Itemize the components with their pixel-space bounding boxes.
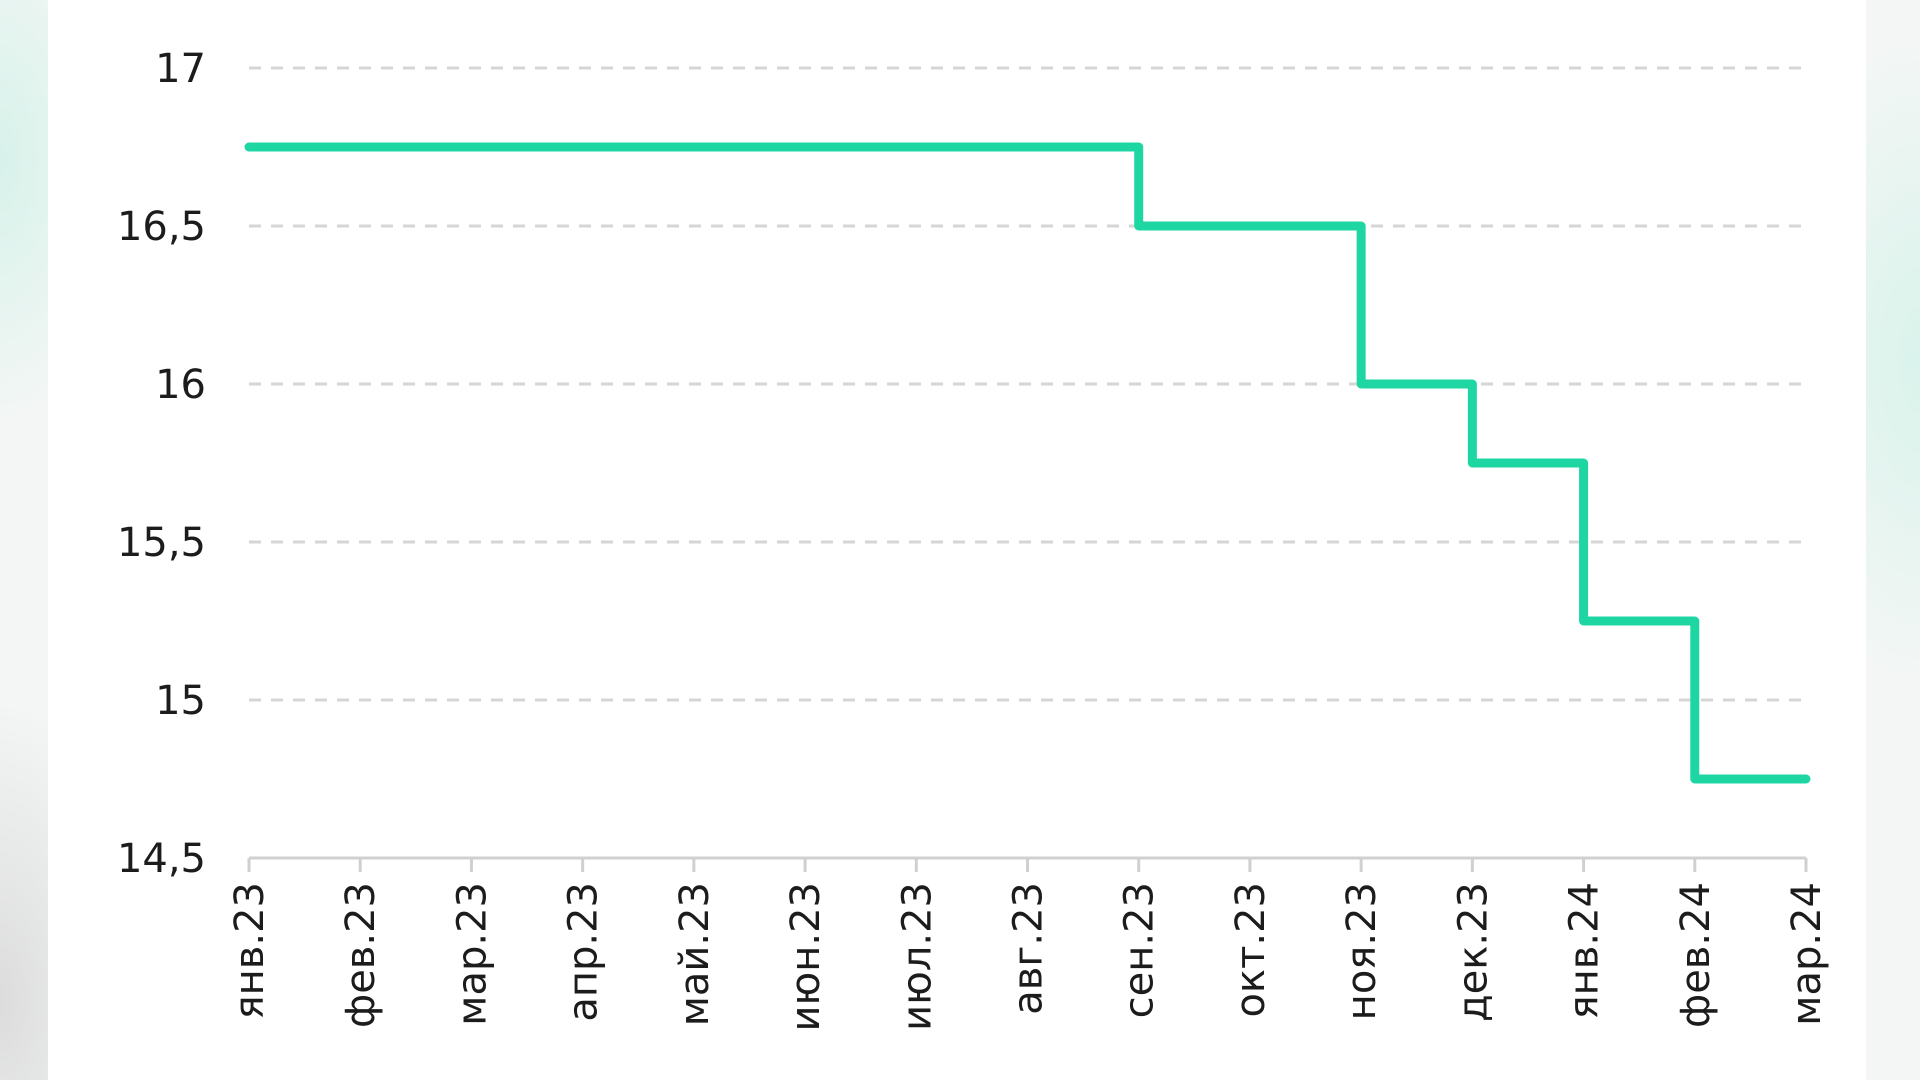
y-axis-tick-labels: 14,5 15 15,5 16 16,5 17 xyxy=(117,46,206,882)
x-tick-label: мар.23 xyxy=(449,882,495,1026)
x-tick-label: фев.24 xyxy=(1673,882,1719,1028)
x-tick-label: янв.24 xyxy=(1562,882,1608,1019)
x-tick-label: фев.23 xyxy=(338,882,384,1028)
x-tick-label: окт.23 xyxy=(1228,882,1274,1018)
x-tick-label: сен.23 xyxy=(1117,882,1163,1018)
gridlines xyxy=(249,66,1806,702)
x-tick-label: янв.23 xyxy=(227,882,273,1019)
x-axis-tick-labels: янв.23 фев.23 мар.23 апр.23 май.23 июн.23 июл.… xyxy=(227,882,1830,1031)
x-tick-label: авг.23 xyxy=(1006,882,1052,1015)
x-tick-label: июл.23 xyxy=(894,882,940,1031)
y-tick-label: 16 xyxy=(155,362,206,408)
chart-card xyxy=(48,0,1866,1080)
x-tick-label: май.23 xyxy=(672,882,718,1026)
x-tick-label: ноя.23 xyxy=(1339,882,1385,1020)
y-tick-label: 16,5 xyxy=(117,204,206,250)
series-line xyxy=(244,142,1811,784)
x-tick-label: апр.23 xyxy=(561,882,607,1022)
x-axis xyxy=(247,856,1808,872)
x-tick-label: дек.23 xyxy=(1450,882,1496,1022)
x-tick-label: июн.23 xyxy=(783,882,829,1031)
series-group xyxy=(244,142,1811,784)
y-tick-label: 15,5 xyxy=(117,520,206,566)
y-tick-label: 14,5 xyxy=(117,836,206,882)
x-tick-label: мар.24 xyxy=(1784,882,1830,1026)
y-tick-label: 17 xyxy=(155,46,206,92)
y-tick-label: 15 xyxy=(155,678,206,724)
